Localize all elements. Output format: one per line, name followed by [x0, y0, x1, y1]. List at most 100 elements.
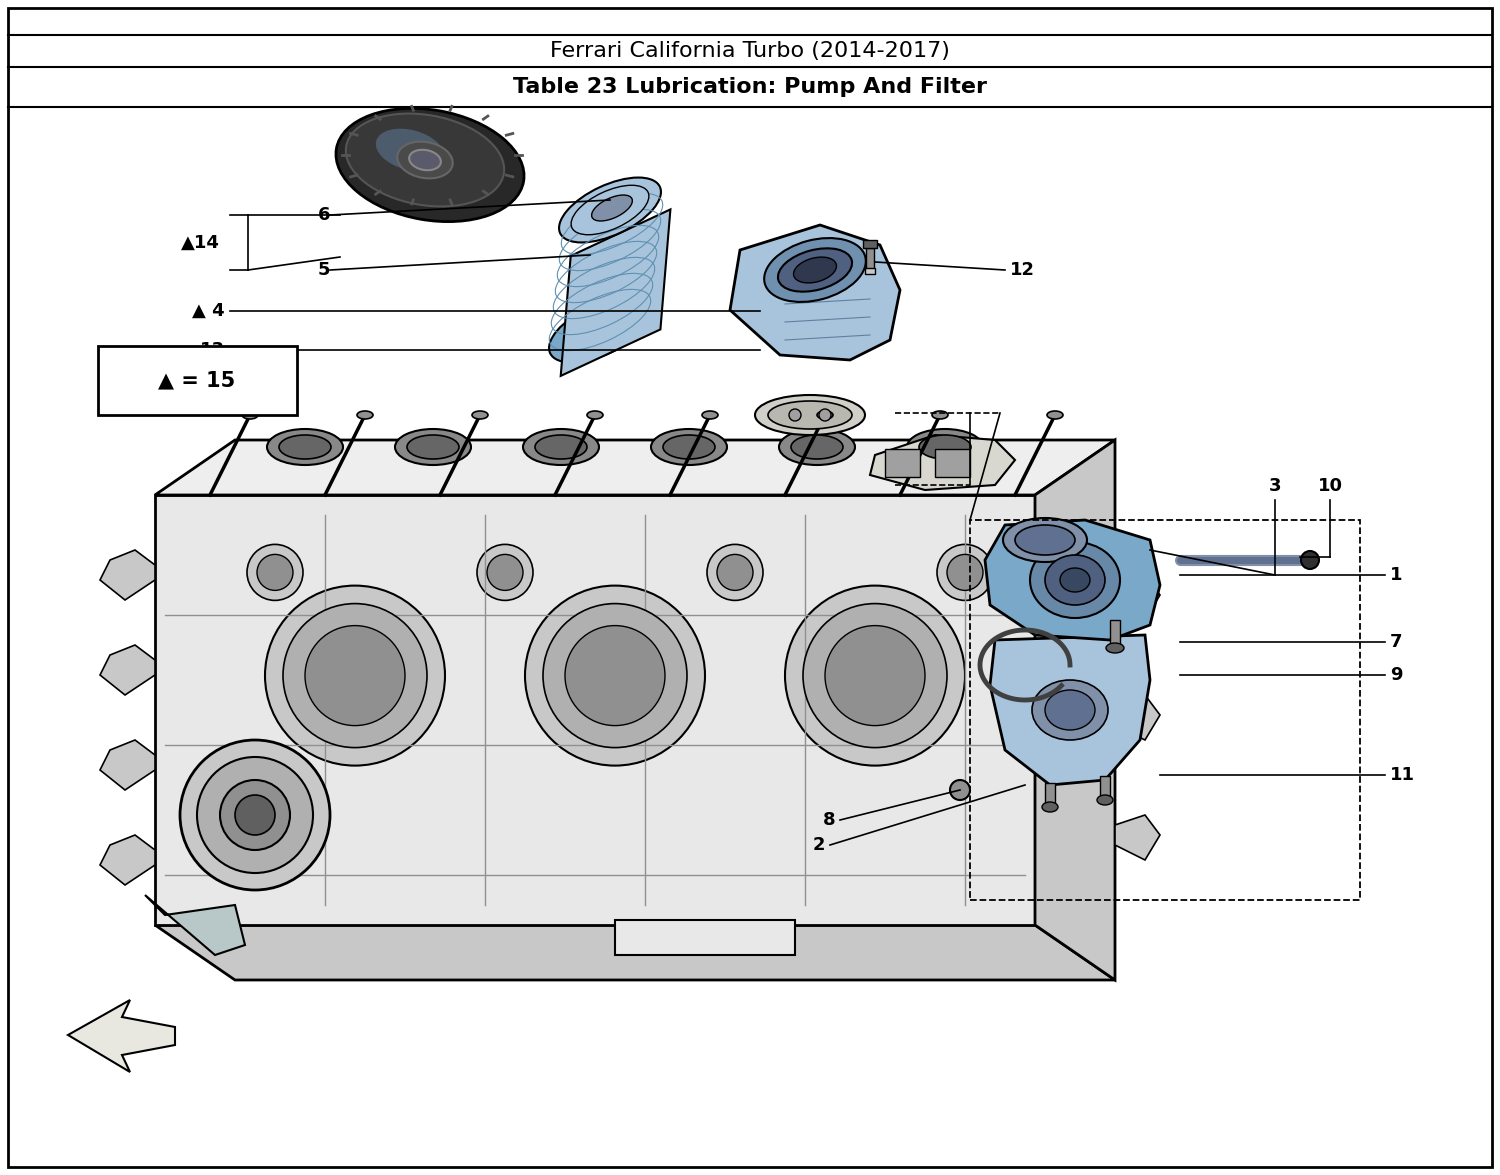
Ellipse shape [950, 780, 970, 800]
Bar [1046, 783, 1054, 807]
Polygon shape [1114, 575, 1160, 620]
Ellipse shape [702, 411, 718, 419]
Bar [1110, 620, 1120, 647]
Polygon shape [146, 895, 244, 955]
Ellipse shape [1032, 680, 1108, 740]
Text: 3: 3 [1269, 477, 1281, 495]
Ellipse shape [304, 625, 405, 726]
Ellipse shape [818, 411, 833, 419]
Ellipse shape [651, 429, 728, 465]
Ellipse shape [256, 555, 292, 590]
Ellipse shape [754, 395, 865, 435]
Bar [865, 268, 874, 274]
Ellipse shape [789, 409, 801, 421]
Polygon shape [68, 1000, 176, 1072]
Ellipse shape [938, 544, 993, 600]
Ellipse shape [920, 435, 970, 459]
Text: 2: 2 [813, 835, 825, 854]
Ellipse shape [1016, 525, 1076, 555]
Ellipse shape [1046, 555, 1106, 605]
Ellipse shape [932, 411, 948, 419]
Ellipse shape [946, 555, 982, 590]
Ellipse shape [279, 435, 332, 459]
Ellipse shape [242, 411, 258, 419]
Ellipse shape [764, 239, 865, 302]
Ellipse shape [394, 429, 471, 465]
Ellipse shape [472, 411, 488, 419]
Ellipse shape [248, 544, 303, 600]
Ellipse shape [790, 435, 843, 459]
Text: Ferrari California Turbo (2014-2017): Ferrari California Turbo (2014-2017) [550, 41, 950, 61]
Ellipse shape [398, 142, 453, 179]
Ellipse shape [406, 435, 459, 459]
Ellipse shape [410, 149, 441, 170]
Ellipse shape [586, 411, 603, 419]
Ellipse shape [524, 429, 599, 465]
Polygon shape [100, 740, 154, 790]
Ellipse shape [549, 297, 651, 362]
FancyBboxPatch shape [98, 345, 297, 415]
Polygon shape [561, 209, 670, 376]
Polygon shape [100, 645, 154, 694]
Polygon shape [154, 439, 1114, 495]
Ellipse shape [819, 409, 831, 421]
Ellipse shape [220, 780, 290, 850]
Ellipse shape [488, 555, 524, 590]
Text: ▲14: ▲14 [182, 234, 220, 251]
Ellipse shape [825, 625, 926, 726]
Ellipse shape [357, 411, 374, 419]
Text: Table 23 Lubrication: Pump And Filter: Table 23 Lubrication: Pump And Filter [513, 78, 987, 98]
Bar [154, 495, 1035, 925]
Ellipse shape [572, 186, 650, 235]
Polygon shape [100, 550, 154, 600]
Text: 8: 8 [822, 811, 836, 830]
Ellipse shape [794, 257, 837, 283]
Ellipse shape [376, 129, 444, 172]
Ellipse shape [560, 177, 662, 242]
Ellipse shape [536, 435, 586, 459]
Ellipse shape [477, 544, 532, 600]
Ellipse shape [1047, 411, 1064, 419]
Text: ▲ 4: ▲ 4 [192, 302, 225, 320]
Polygon shape [870, 435, 1016, 490]
Bar [862, 240, 877, 248]
Polygon shape [986, 521, 1160, 640]
Ellipse shape [1042, 803, 1058, 812]
Ellipse shape [236, 795, 274, 835]
Text: 9: 9 [1390, 666, 1402, 684]
Polygon shape [1114, 815, 1160, 860]
Bar [1100, 776, 1110, 800]
Ellipse shape [284, 604, 428, 747]
Ellipse shape [543, 604, 687, 747]
Polygon shape [730, 224, 900, 360]
Ellipse shape [778, 429, 855, 465]
Ellipse shape [346, 114, 504, 207]
Bar [970, 521, 1360, 900]
Ellipse shape [717, 555, 753, 590]
Ellipse shape [1030, 542, 1120, 618]
Text: ▲ = 15: ▲ = 15 [159, 370, 236, 390]
Text: 12: 12 [1010, 261, 1035, 278]
Ellipse shape [1046, 690, 1095, 730]
Ellipse shape [1096, 795, 1113, 805]
Ellipse shape [336, 108, 524, 222]
Ellipse shape [267, 429, 344, 465]
Ellipse shape [784, 585, 964, 766]
Ellipse shape [1300, 551, 1318, 569]
Polygon shape [990, 634, 1150, 785]
Ellipse shape [1060, 568, 1090, 592]
Text: 5: 5 [318, 261, 330, 278]
Text: 10: 10 [1317, 477, 1342, 495]
Polygon shape [1114, 694, 1160, 740]
Ellipse shape [591, 195, 633, 221]
Ellipse shape [180, 740, 330, 889]
Ellipse shape [778, 248, 852, 291]
Bar [934, 449, 970, 477]
Ellipse shape [266, 585, 446, 766]
Ellipse shape [1106, 643, 1124, 653]
Text: 11: 11 [1390, 766, 1414, 784]
Text: 13: 13 [200, 341, 225, 360]
Polygon shape [615, 920, 795, 955]
Text: 1: 1 [1390, 566, 1402, 584]
Polygon shape [100, 835, 154, 885]
